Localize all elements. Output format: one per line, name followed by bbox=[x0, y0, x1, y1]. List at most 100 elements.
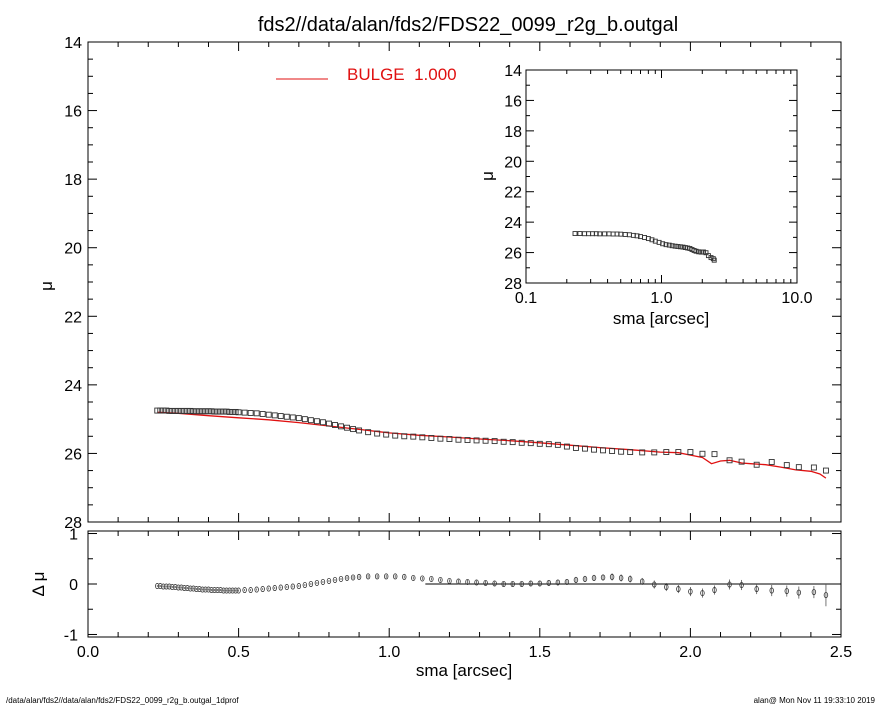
data-point bbox=[319, 419, 326, 426]
residual-point bbox=[739, 582, 744, 589]
data-point bbox=[464, 437, 471, 444]
residual-point bbox=[609, 573, 615, 580]
data-point bbox=[223, 408, 230, 415]
residual-x-tick-label: 0.0 bbox=[77, 644, 99, 661]
residual-point bbox=[161, 583, 166, 590]
residual-panel: 1 0 -10.0 0.5 1.0 1.5 2.0 2.5 Δ μ sma [arcsec] bbox=[29, 527, 852, 680]
inset-data-point bbox=[669, 243, 675, 249]
data-point bbox=[563, 443, 570, 450]
data-point bbox=[350, 426, 357, 433]
data-point bbox=[166, 407, 173, 414]
data-point bbox=[187, 407, 194, 414]
data-point bbox=[618, 448, 625, 455]
legend: BULGE 1.000 bbox=[276, 65, 457, 84]
residual-point bbox=[769, 587, 774, 594]
residual-point bbox=[519, 581, 524, 588]
data-point bbox=[768, 459, 775, 465]
inset-data-point bbox=[634, 233, 640, 239]
residual-point bbox=[546, 579, 552, 586]
inset-y-tick-label: 22 bbox=[504, 185, 522, 202]
residual-point bbox=[429, 575, 434, 582]
residual-point bbox=[510, 581, 515, 588]
data-point bbox=[202, 408, 209, 415]
data-point bbox=[518, 439, 525, 446]
inset-data-point bbox=[666, 242, 672, 248]
inset-data-point bbox=[660, 241, 666, 247]
residual-point bbox=[573, 576, 579, 583]
inset-data-point bbox=[610, 231, 616, 237]
data-point bbox=[663, 449, 670, 456]
inset-data-point bbox=[626, 232, 632, 238]
data-point bbox=[326, 420, 332, 427]
inset-surface-brightness-series bbox=[572, 231, 717, 263]
data-point bbox=[196, 408, 203, 415]
residual-point bbox=[501, 581, 506, 588]
residual-x-tick-label: 0.5 bbox=[227, 644, 249, 661]
residual-point bbox=[438, 576, 443, 583]
data-point bbox=[235, 409, 242, 416]
data-point bbox=[253, 410, 260, 417]
residual-axis-ticks: 1 0 -10.0 0.5 1.0 1.5 2.0 2.5 bbox=[64, 527, 852, 661]
data-point bbox=[313, 418, 320, 425]
data-point bbox=[332, 422, 338, 428]
residual-point bbox=[356, 573, 362, 580]
residual-point bbox=[374, 573, 380, 580]
inset-y-tick-label: 26 bbox=[504, 246, 522, 263]
residual-point bbox=[784, 588, 789, 595]
residual-point bbox=[221, 587, 226, 594]
residual-point bbox=[618, 574, 624, 581]
residual-point bbox=[754, 586, 759, 593]
inset-data-point bbox=[711, 257, 717, 263]
data-point bbox=[545, 441, 552, 448]
data-point bbox=[572, 444, 579, 451]
data-point bbox=[699, 450, 706, 457]
inset-x-tick-label: 10.0 bbox=[781, 290, 812, 307]
data-point bbox=[169, 407, 176, 414]
residual-point bbox=[209, 587, 214, 594]
footer-user-timestamp: alan@ Mon Nov 11 19:33:10 2019 bbox=[753, 696, 875, 705]
residual-point bbox=[290, 583, 296, 590]
main-y-tick-label: 18 bbox=[64, 172, 82, 189]
residual-point bbox=[492, 580, 497, 587]
data-point bbox=[160, 407, 167, 414]
inset-data-point bbox=[586, 231, 592, 237]
bulge-model-line bbox=[157, 411, 827, 479]
inset-y-tick-label: 20 bbox=[504, 154, 522, 171]
data-point bbox=[437, 435, 444, 442]
data-point bbox=[295, 415, 302, 422]
data-point bbox=[383, 431, 390, 438]
inset-panel: 14 16 18 20 22 24 26 280.1 1.0 10.0 μ sma [arcsec… bbox=[478, 63, 813, 328]
main-y-tick-label: 28 bbox=[64, 515, 82, 532]
inset-data-point bbox=[696, 249, 702, 255]
data-point bbox=[205, 408, 212, 415]
data-point bbox=[392, 432, 399, 439]
residual-y-tick-label: 0 bbox=[69, 577, 78, 594]
inset-plot-frame bbox=[525, 69, 798, 284]
main-ylabel: μ bbox=[37, 281, 56, 291]
residual-point bbox=[688, 588, 693, 595]
residual-point bbox=[456, 578, 461, 585]
residual-point bbox=[811, 589, 817, 596]
residual-point bbox=[200, 586, 205, 593]
data-point bbox=[232, 408, 239, 415]
residual-point bbox=[591, 574, 597, 581]
inset-data-point bbox=[577, 231, 583, 237]
residual-point bbox=[182, 585, 187, 592]
inset-data-point bbox=[606, 231, 612, 237]
data-point bbox=[410, 433, 417, 440]
data-point bbox=[241, 409, 248, 416]
inset-y-tick-label: 14 bbox=[504, 63, 522, 80]
data-point bbox=[428, 435, 435, 441]
chart-title: fds2//data/alan/fds2/FDS22_0099_r2g_b.ou… bbox=[258, 14, 678, 36]
inset-data-point bbox=[597, 231, 603, 237]
inset-data-point bbox=[622, 232, 628, 237]
data-point bbox=[711, 451, 718, 458]
data-point bbox=[356, 427, 363, 434]
residual-point bbox=[197, 586, 202, 593]
residual-point bbox=[179, 584, 184, 591]
data-point bbox=[338, 423, 344, 430]
inset-data-point bbox=[649, 237, 655, 243]
data-point bbox=[247, 410, 254, 416]
data-point bbox=[229, 408, 236, 415]
residual-point bbox=[212, 587, 217, 594]
